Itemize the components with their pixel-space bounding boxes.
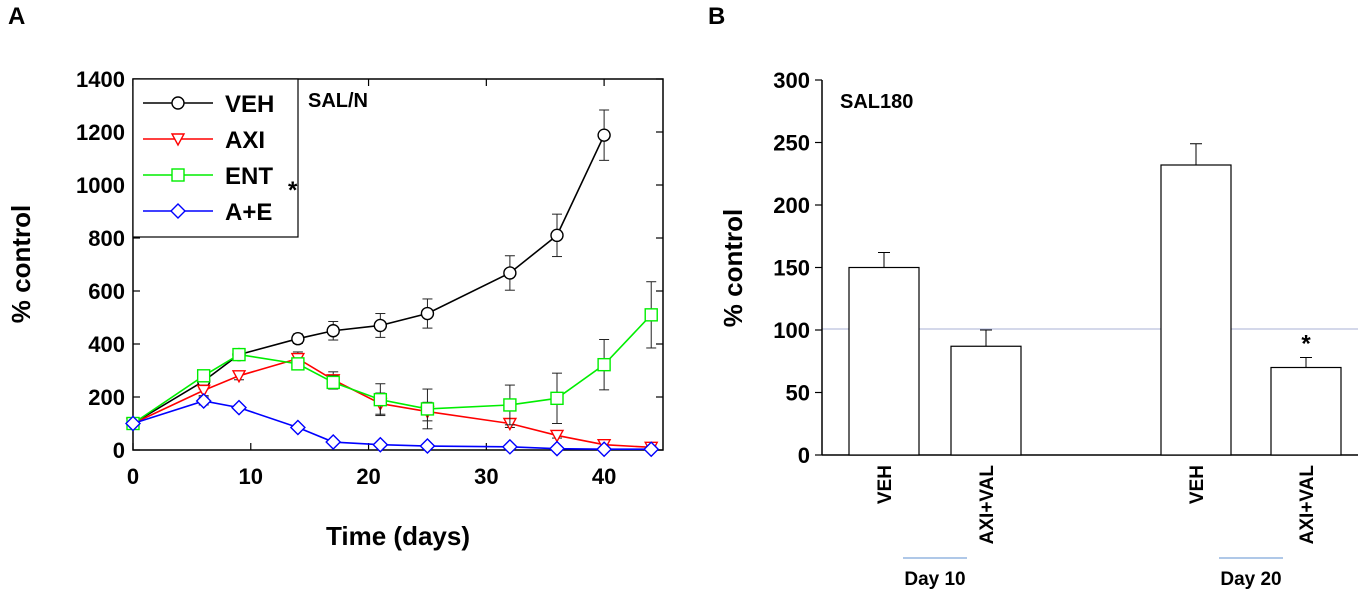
series-line (132, 134, 605, 425)
bars-b: * (848, 143, 1342, 456)
line-chart-a: 0 200 400 600 800 1000 1200 1400 0 10 20 30 40 VEH A… (6, 67, 664, 551)
bar-chart-b: 0 50 100 150 200 250 300 * VEH AXI+VAL VEH AXI+VA… (718, 68, 1358, 590)
legend-a: VEH AXI ENT A+E (143, 91, 274, 226)
data-point (549, 429, 565, 443)
legend-marker (171, 96, 185, 110)
y-tick-label-b: 150 (773, 256, 810, 281)
legend-marker (170, 133, 186, 147)
data-point (644, 308, 658, 322)
data-point (420, 306, 435, 321)
x-tick-label-a: 20 (356, 464, 380, 489)
x-tick-label-a: 10 (239, 464, 263, 489)
category-label: VEH (875, 465, 896, 504)
y-tick-label-a: 600 (88, 279, 125, 304)
data-point (550, 228, 564, 243)
data-point (550, 391, 564, 406)
data-point (373, 318, 388, 333)
legend-marker (171, 168, 185, 182)
bar (848, 266, 920, 456)
y-axis-ticks-a: 0 200 400 600 800 1000 1200 1400 (76, 67, 663, 463)
category-label: VEH (1187, 465, 1208, 504)
data-point (503, 398, 517, 412)
category-label: AXI+VAL (977, 465, 998, 545)
plot-frame-a (132, 78, 664, 451)
y-tick-label-b: 0 (798, 443, 810, 468)
y-axis-label-b: % control (718, 209, 748, 327)
y-tick-label-a: 400 (88, 332, 125, 357)
group-label: Day 20 (1220, 569, 1281, 590)
x-tick-label-a: 40 (592, 464, 616, 489)
legend-label: A+E (225, 199, 272, 226)
series-line (132, 400, 652, 451)
x-axis-label-a: Time (days) (326, 521, 470, 551)
y-tick-label-a: 1400 (76, 67, 125, 92)
series-group-a (125, 109, 660, 458)
y-axis-label-a: % control (6, 205, 36, 323)
annotation-b: SAL180 (840, 91, 913, 113)
data-point (325, 434, 342, 451)
panel-label-a: A (8, 3, 25, 30)
data-point (503, 266, 517, 280)
data-point (291, 332, 305, 346)
bar (1160, 164, 1232, 456)
data-point (596, 441, 613, 458)
data-point (289, 419, 306, 436)
annotation-a: SAL/N (308, 90, 368, 112)
category-label: AXI+VAL (1297, 465, 1318, 545)
y-axis-ticks-b: 0 50 100 150 200 250 300 (773, 68, 822, 468)
data-point (326, 375, 340, 390)
y-tick-label-b: 100 (773, 318, 810, 343)
group-labels-b: Day 10 Day 20 (903, 557, 1283, 590)
category-labels-b: VEH AXI+VAL VEH AXI+VAL (875, 465, 1318, 545)
data-point (196, 369, 211, 383)
y-tick-label-a: 1200 (76, 120, 125, 145)
y-tick-label-a: 0 (113, 438, 125, 463)
x-tick-label-a: 0 (127, 464, 139, 489)
legend-label: AXI (225, 127, 265, 154)
legend-marker (170, 203, 186, 219)
data-point (195, 392, 212, 409)
data-point (643, 441, 660, 458)
data-point (420, 402, 435, 416)
data-point (501, 438, 518, 455)
series-a-e (125, 392, 660, 458)
data-point (597, 357, 611, 372)
legend-label: ENT (225, 163, 273, 190)
series-line (132, 314, 652, 425)
y-tick-label-a: 200 (88, 385, 125, 410)
y-tick-label-b: 300 (773, 68, 810, 93)
panel-label-b: B (708, 3, 725, 30)
data-point (549, 440, 565, 457)
data-point (373, 392, 388, 407)
significance-star-a: * (288, 177, 298, 204)
legend-label: VEH (225, 91, 274, 118)
group-label: Day 10 (904, 569, 965, 590)
data-point (231, 370, 247, 384)
data-point (196, 384, 211, 398)
bar (950, 345, 1022, 456)
data-point (326, 324, 340, 338)
x-tick-label-a: 30 (474, 464, 498, 489)
data-point (597, 128, 611, 142)
y-tick-label-b: 200 (773, 193, 810, 218)
y-tick-label-b: 50 (786, 381, 810, 406)
x-axis-ticks-a: 0 10 20 30 40 (127, 79, 616, 489)
bar (1270, 366, 1342, 456)
series-ent (126, 281, 658, 431)
y-tick-label-b: 250 (773, 131, 810, 156)
y-tick-label-a: 1000 (76, 173, 125, 198)
data-point (291, 357, 305, 371)
data-point (125, 415, 141, 432)
data-point (232, 347, 246, 362)
data-point (231, 399, 247, 416)
y-tick-label-a: 800 (88, 226, 125, 251)
data-point (419, 438, 436, 455)
significance-star-b: * (1301, 331, 1311, 358)
data-point (372, 436, 389, 453)
